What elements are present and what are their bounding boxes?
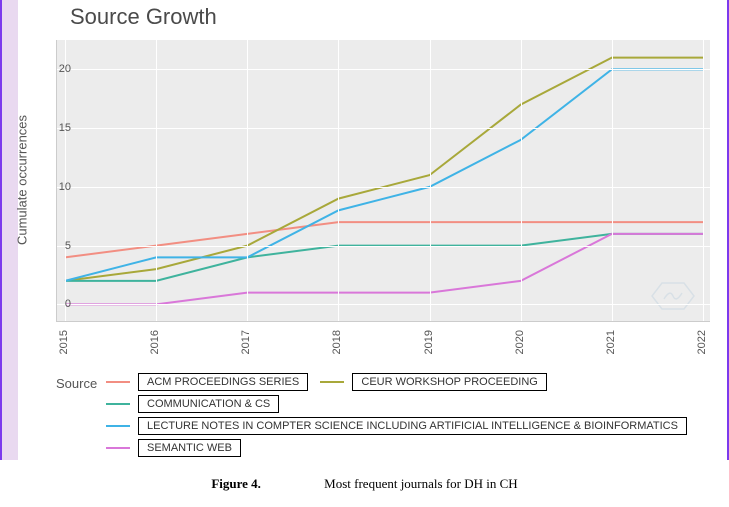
- x-tick-label: 2018: [331, 330, 343, 354]
- y-axis-label: Cumulate occurrences: [15, 115, 30, 245]
- gridline-v: [430, 40, 431, 321]
- plot-area: [56, 40, 710, 322]
- y-tick-label: 15: [51, 122, 71, 134]
- legend-swatch: [106, 403, 130, 405]
- gridline-v: [247, 40, 248, 321]
- legend-swatch: [106, 447, 130, 449]
- legend-item: LECTURE NOTES IN COMPTER SCIENCE INCLUDI…: [106, 416, 687, 436]
- series-line: [65, 222, 703, 257]
- x-tick-label: 2020: [514, 330, 526, 354]
- x-tick-label: 2016: [149, 330, 161, 354]
- gridline-v: [612, 40, 613, 321]
- legend-swatch: [106, 381, 130, 383]
- legend-item: SEMANTIC WEB: [106, 438, 241, 458]
- watermark-icon: [650, 281, 696, 311]
- caption-text: Most frequent journals for DH in CH: [324, 476, 518, 491]
- legend-label: ACM PROCEEDINGS SERIES: [138, 373, 308, 391]
- y-tick-label: 0: [51, 298, 71, 310]
- legend-title: Source: [56, 376, 97, 391]
- x-tick-label: 2015: [58, 330, 70, 354]
- legend-label: LECTURE NOTES IN COMPTER SCIENCE INCLUDI…: [138, 417, 687, 435]
- y-tick-label: 10: [51, 181, 71, 193]
- legend-item: COMMUNICATION & CS: [106, 394, 279, 414]
- gridline-v: [521, 40, 522, 321]
- gridline-v: [156, 40, 157, 321]
- legend-label: SEMANTIC WEB: [138, 439, 241, 457]
- legend-label: COMMUNICATION & CS: [138, 395, 279, 413]
- chart-title: Source Growth: [70, 4, 217, 30]
- gridline-v: [703, 40, 704, 321]
- legend-swatch: [106, 425, 130, 427]
- series-line: [65, 58, 703, 281]
- chart-container: Source Growth Cumulate occurrences Sourc…: [0, 0, 729, 507]
- legend-label: CEUR WORKSHOP PROCEEDING: [352, 373, 546, 391]
- legend-swatch: [320, 381, 344, 383]
- gridline-v: [338, 40, 339, 321]
- caption-label: Figure 4.: [211, 476, 261, 491]
- legend-item: ACM PROCEEDINGS SERIES: [106, 372, 308, 392]
- x-tick-label: 2022: [696, 330, 708, 354]
- series-line: [65, 69, 703, 281]
- x-tick-label: 2021: [605, 330, 617, 354]
- x-tick-label: 2019: [423, 330, 435, 354]
- y-tick-label: 20: [51, 63, 71, 75]
- legend-item: CEUR WORKSHOP PROCEEDING: [320, 372, 546, 392]
- x-tick-label: 2017: [240, 330, 252, 354]
- y-tick-label: 5: [51, 240, 71, 252]
- figure-caption: Figure 4. Most frequent journals for DH …: [0, 476, 729, 492]
